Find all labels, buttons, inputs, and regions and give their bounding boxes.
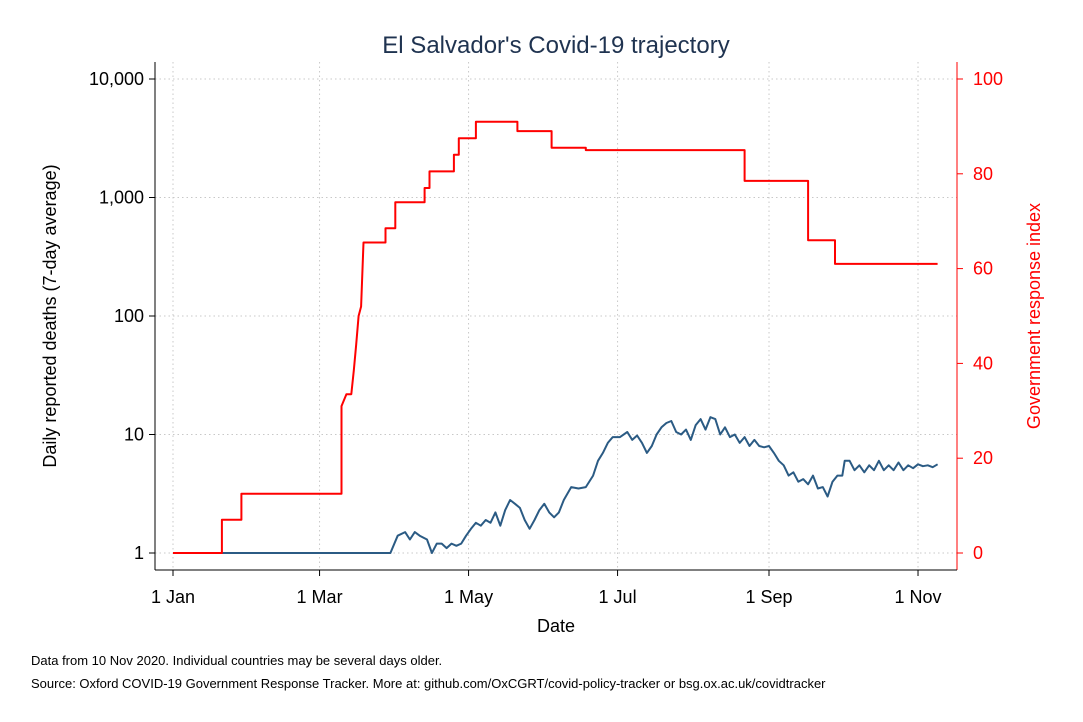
y-right-tick-label: 0: [973, 543, 983, 563]
footer-source-note: Source: Oxford COVID-19 Government Respo…: [31, 676, 826, 691]
y-right-tick-label: 80: [973, 164, 993, 184]
y-right-tick-label: 40: [973, 353, 993, 373]
x-tick-label: 1 Nov: [895, 587, 942, 607]
y-left-tick-label: 10,000: [89, 69, 144, 89]
axes: [149, 62, 963, 576]
response-index-series-line: [173, 120, 938, 554]
x-tick-label: 1 Sep: [745, 587, 792, 607]
y-left-tick-label: 100: [114, 306, 144, 326]
y-left-tick-label: 10: [124, 425, 144, 445]
x-tick-label: 1 Jan: [151, 587, 195, 607]
y-left-tick-label: 1: [134, 543, 144, 563]
chart-title: El Salvador's Covid-19 trajectory: [382, 32, 729, 59]
tick-labels: 1 10 100 1,000 10,000 0 20 40 60 80 100 1 Jan 1 Mar 1…: [89, 69, 1003, 607]
footer-data-note: Data from 10 Nov 2020. Individual countr…: [31, 653, 443, 668]
x-tick-label: 1 Jul: [599, 587, 637, 607]
y-axis-right-label: Government response index: [1024, 203, 1044, 429]
deaths-series-line: [173, 416, 939, 554]
gridlines: [155, 62, 957, 570]
x-tick-label: 1 Mar: [297, 587, 343, 607]
y-axis-left-label: Daily reported deaths (7-day average): [40, 164, 60, 467]
y-right-tick-label: 60: [973, 259, 993, 279]
y-right-tick-label: 100: [973, 69, 1003, 89]
x-tick-label: 1 May: [444, 587, 493, 607]
chart: El Salvador's Covid-19 trajectory 1 10 100…: [40, 32, 1044, 636]
x-axis-label: Date: [537, 616, 575, 636]
y-right-tick-label: 20: [973, 448, 993, 468]
series-lines: [173, 120, 939, 554]
y-left-tick-label: 1,000: [99, 188, 144, 208]
